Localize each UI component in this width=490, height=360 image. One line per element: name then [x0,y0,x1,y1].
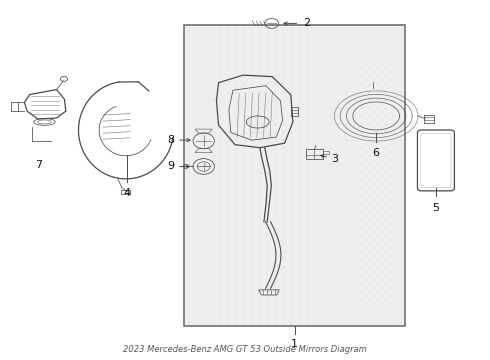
Text: 4: 4 [124,188,131,198]
Text: 5: 5 [433,203,440,213]
Text: 2: 2 [303,18,311,28]
Bar [121,190,130,194]
Bar [323,151,329,154]
Text: 9: 9 [168,162,174,171]
Text: 8: 8 [168,135,174,145]
Text: 3: 3 [331,154,339,164]
Bar [291,108,298,116]
Bar [306,149,323,159]
Text: 2023 Mercedes-Benz AMG GT 53 Outside Mirrors Diagram: 2023 Mercedes-Benz AMG GT 53 Outside Mir… [123,345,367,354]
Bar [184,25,405,326]
Text: 1: 1 [291,339,298,350]
Bar [424,114,434,123]
Text: 7: 7 [35,161,42,170]
Text: 6: 6 [373,148,380,158]
